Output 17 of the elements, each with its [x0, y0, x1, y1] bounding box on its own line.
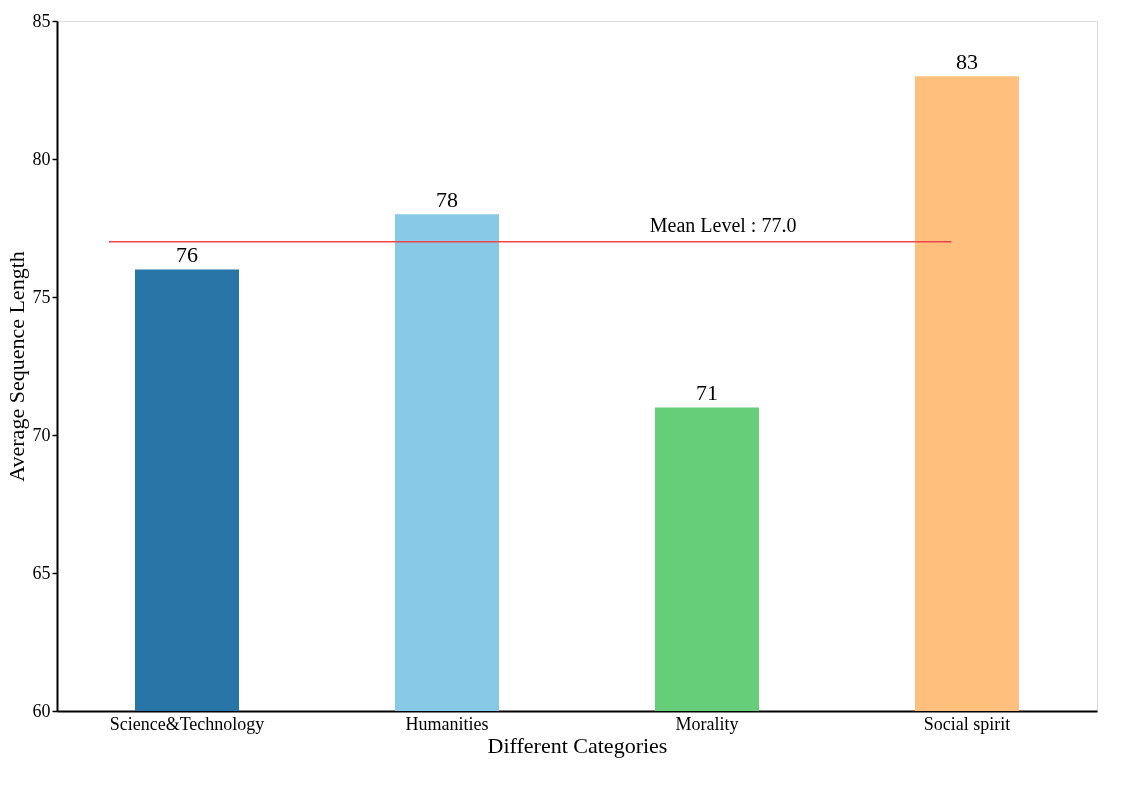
x-tick-label: Science&Technology — [109, 713, 265, 734]
data-label: 83 — [956, 49, 978, 75]
x-axis-title: Different Categories — [487, 732, 668, 758]
y-tick-label: 85 — [32, 10, 51, 31]
data-label: 76 — [176, 242, 198, 268]
y-tick-label: 70 — [32, 424, 51, 445]
y-axis-title: Average Sequence Length — [3, 251, 29, 482]
y-tick-label: 75 — [32, 286, 51, 307]
ref-line-label: Mean Level : 77.0 — [649, 213, 797, 236]
data-label: 78 — [436, 187, 458, 213]
data-label: 71 — [696, 380, 718, 406]
x-tick-label: Social spirit — [923, 713, 1011, 734]
x-tick-label: Humanities — [405, 713, 489, 734]
y-tick-label: 65 — [32, 562, 51, 583]
x-tick-label: Morality — [675, 713, 739, 734]
y-tick-label: 60 — [32, 700, 51, 721]
y-tick-label: 80 — [32, 148, 51, 169]
